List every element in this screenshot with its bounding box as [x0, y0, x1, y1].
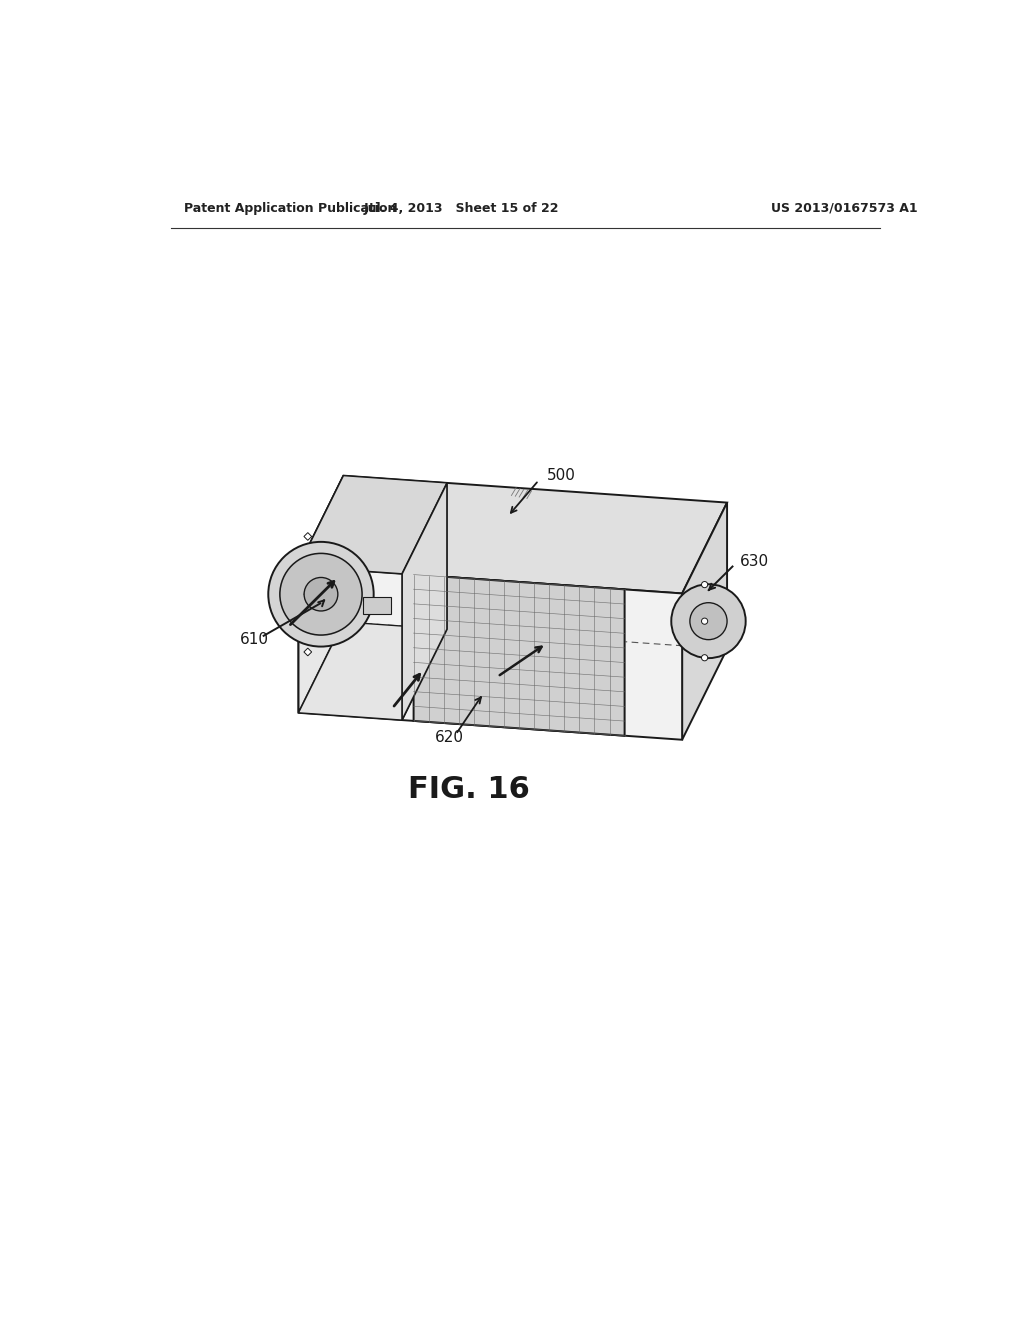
Polygon shape — [299, 622, 447, 721]
Text: Patent Application Publication: Patent Application Publication — [183, 202, 396, 215]
Circle shape — [268, 541, 374, 647]
Text: 630: 630 — [740, 554, 769, 569]
Text: 620: 620 — [435, 730, 464, 744]
Polygon shape — [402, 483, 447, 721]
Polygon shape — [299, 475, 343, 713]
Polygon shape — [304, 648, 311, 656]
Polygon shape — [304, 590, 311, 598]
Polygon shape — [414, 574, 625, 735]
Circle shape — [690, 603, 727, 640]
Text: 500: 500 — [547, 469, 575, 483]
Text: 610: 610 — [240, 632, 269, 647]
Polygon shape — [362, 598, 390, 614]
Circle shape — [701, 655, 708, 661]
Circle shape — [304, 577, 338, 611]
Polygon shape — [299, 475, 447, 574]
Text: Jul. 4, 2013   Sheet 15 of 22: Jul. 4, 2013 Sheet 15 of 22 — [364, 202, 559, 215]
Circle shape — [701, 618, 708, 624]
Polygon shape — [299, 475, 727, 594]
Circle shape — [672, 585, 745, 659]
Circle shape — [280, 553, 362, 635]
Text: US 2013/0167573 A1: US 2013/0167573 A1 — [771, 202, 918, 215]
Polygon shape — [299, 566, 682, 739]
Circle shape — [701, 582, 708, 587]
Polygon shape — [304, 533, 311, 540]
Text: FIG. 16: FIG. 16 — [408, 775, 530, 804]
Polygon shape — [682, 503, 727, 739]
